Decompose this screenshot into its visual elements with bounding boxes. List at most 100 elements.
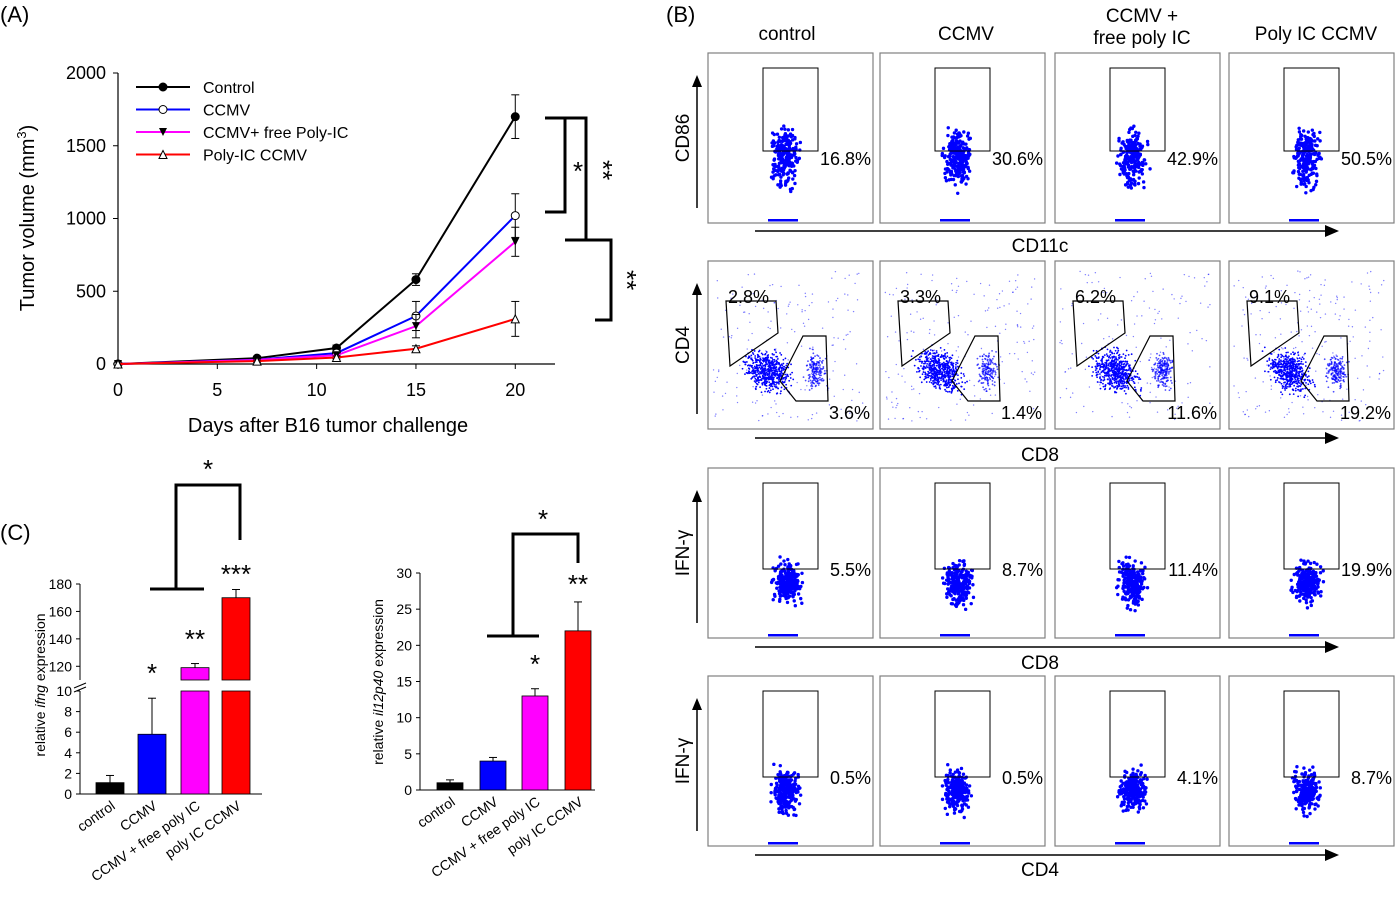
event-dot: [1201, 337, 1203, 340]
event-dot: [1256, 405, 1258, 408]
event-dot: [918, 358, 921, 361]
plot-frame: [879, 260, 1046, 430]
event-dot: [760, 365, 763, 368]
event-dot: [782, 144, 786, 149]
event-dot: [1116, 384, 1119, 387]
event-dot: [1314, 179, 1319, 184]
event-dot: [1310, 308, 1312, 310]
series-3: [113, 300, 521, 369]
event-dot: [1312, 134, 1316, 139]
event-dot: [1125, 174, 1129, 178]
event-dot: [1318, 353, 1321, 356]
event-dot: [1122, 370, 1125, 372]
event-dot: [811, 380, 814, 383]
event-dot: [940, 373, 943, 375]
event-dot: [778, 585, 782, 589]
event-dot: [1206, 281, 1208, 283]
event-dot: [1136, 376, 1139, 378]
event-dot: [858, 272, 860, 275]
event-dot: [765, 376, 768, 379]
event-dot: [793, 152, 797, 156]
event-dot: [790, 133, 795, 138]
event-dot: [1174, 418, 1176, 421]
event-dot: [732, 293, 734, 295]
event-dot: [789, 377, 792, 379]
event-dot: [763, 359, 766, 362]
event-dot: [1162, 381, 1165, 384]
event-dot: [987, 371, 990, 374]
event-dot: [783, 388, 786, 391]
event-dot: [935, 351, 938, 354]
event-dot: [771, 283, 774, 286]
event-dot: [789, 591, 794, 595]
event-dot: [780, 285, 782, 288]
event-dot: [1238, 396, 1240, 399]
event-dot: [933, 372, 936, 375]
event-dot: [1332, 410, 1335, 412]
event-dot: [1247, 359, 1249, 361]
event-dot: [1156, 359, 1159, 361]
event-dot: [942, 363, 945, 366]
event-dot: [913, 364, 916, 367]
event-dot: [1300, 370, 1303, 373]
event-dot: [1269, 362, 1272, 365]
gate-percentage: 5.5%: [830, 560, 871, 580]
event-dot: [783, 183, 788, 187]
event-dot: [780, 386, 783, 389]
event-dot: [1369, 288, 1371, 290]
event-dot: [1117, 349, 1120, 352]
event-dot: [1295, 368, 1298, 371]
event-dot: [1300, 389, 1302, 392]
event-dot: [1288, 385, 1290, 388]
event-dot: [778, 366, 781, 369]
event-dot: [772, 174, 776, 178]
event-dot: [774, 364, 777, 366]
event-dot: [1292, 353, 1295, 356]
event-dot: [1382, 356, 1384, 358]
event-dot: [817, 377, 820, 380]
event-dot: [1163, 376, 1166, 379]
event-dot: [794, 142, 799, 146]
event-dot: [894, 417, 896, 420]
event-dot: [1117, 139, 1121, 143]
event-dot: [722, 336, 725, 338]
event-dot: [1192, 415, 1195, 417]
event-dot: [1378, 378, 1380, 380]
event-dot: [1286, 385, 1288, 388]
event-dot: [1122, 363, 1125, 366]
event-dot: [775, 366, 777, 369]
event-dot: [832, 308, 834, 310]
event-dot: [1258, 342, 1261, 345]
event-dot: [922, 368, 925, 371]
event-dot: [781, 380, 784, 383]
event-dot: [1134, 130, 1138, 134]
event-dot: [775, 403, 777, 405]
event-dot: [796, 381, 798, 384]
event-dot: [988, 284, 991, 286]
event-dot: [976, 357, 979, 360]
event-dot: [766, 354, 769, 357]
event-dot: [979, 355, 981, 358]
event-dot: [987, 362, 990, 365]
event-dot: [923, 360, 926, 363]
event-dot: [1005, 323, 1007, 325]
event-dot: [906, 338, 909, 341]
legend-marker: [158, 105, 168, 114]
event-dot: [1336, 363, 1339, 365]
event-dot: [1314, 166, 1318, 171]
event-dot: [1334, 378, 1337, 380]
event-dot: [819, 372, 821, 374]
event-dot: [1281, 363, 1284, 366]
event-dot: [885, 396, 888, 398]
event-dot: [759, 372, 762, 375]
event-dot: [946, 126, 950, 130]
event-dot: [1274, 364, 1277, 367]
event-dot: [1026, 351, 1029, 354]
event-dot: [959, 398, 961, 401]
event-dot: [1280, 353, 1282, 356]
event-dot: [1266, 364, 1268, 366]
event-dot: [1102, 382, 1104, 385]
event-dot: [1123, 378, 1125, 381]
event-dot: [807, 360, 809, 363]
event-dot: [1119, 276, 1121, 279]
